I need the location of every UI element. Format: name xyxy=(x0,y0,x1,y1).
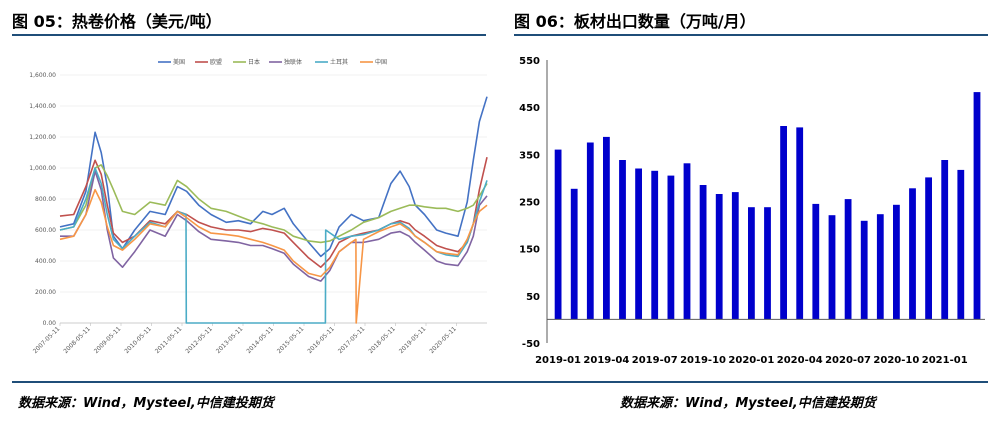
legend-label: 中国 xyxy=(375,58,387,66)
series-line-4472c4 xyxy=(59,96,488,258)
x-tick-label: 2021-01 xyxy=(922,355,968,366)
x-tick-label: 2019-05-11 xyxy=(398,325,428,355)
y-tick-label: 200.00 xyxy=(35,289,56,296)
bar-2020-08 xyxy=(860,220,868,320)
x-tick-label: 2020-10 xyxy=(873,355,919,366)
x-tick-label: 2013-05-11 xyxy=(215,325,245,355)
x-tick-label: 2020-04 xyxy=(777,355,823,366)
y-tick-label: 150 xyxy=(519,245,540,256)
y-tick-label: -50 xyxy=(522,339,540,350)
x-tick-label: 2011-05-11 xyxy=(154,325,184,355)
x-tick-label: 2020-07 xyxy=(825,355,871,366)
bar-2019-08 xyxy=(667,175,675,320)
legend-label: 日本 xyxy=(248,58,260,66)
bar-2021-02 xyxy=(957,169,965,320)
bar-2019-02 xyxy=(570,188,578,320)
bar-2021-03 xyxy=(973,92,981,320)
y-tick-label: 400.00 xyxy=(35,258,56,265)
legend-label: 美国 xyxy=(173,58,185,66)
y-tick-label: 50 xyxy=(526,292,540,303)
y-tick-label: 250 xyxy=(519,198,540,209)
y-tick-label: 350 xyxy=(519,150,540,161)
legend-label: 独联体 xyxy=(284,58,302,66)
legend-label: 欧盟 xyxy=(210,58,222,66)
bar-2019-10 xyxy=(699,185,707,320)
x-tick-label: 2014-05-11 xyxy=(245,325,275,355)
y-tick-label: 1,600.00 xyxy=(29,72,56,79)
bar-2020-09 xyxy=(876,214,884,320)
bar-2020-11 xyxy=(909,188,916,320)
bar-2020-05 xyxy=(812,203,820,320)
hot-coil-price-line-chart: 0.00 200.00 400.00 600.00 800.00 1,000.00 1,20… xyxy=(29,58,488,355)
bar-2020-12 xyxy=(925,177,932,320)
bar-2019-03 xyxy=(586,142,594,320)
series-line-f79646 xyxy=(59,188,488,324)
left-title-rule xyxy=(12,34,486,36)
bar-2020-01 xyxy=(748,207,755,320)
y-tick-label: 1,400.00 xyxy=(29,103,56,110)
series-line-4bacc6 xyxy=(59,167,488,324)
right-chart-title: 图 06：板材出口数量（万吨/月） xyxy=(514,12,756,31)
x-tick-label: 2018-05-11 xyxy=(367,325,397,355)
x-tick-label: 2019-07 xyxy=(632,355,678,366)
footer-rule xyxy=(12,381,988,383)
x-tick-label: 2007-05-11 xyxy=(32,325,62,355)
y-tick-label: 550 xyxy=(519,56,540,67)
y-tick-label: 0.00 xyxy=(43,320,57,327)
right-source-note: 数据来源：Wind，Mysteel,中信建投期货 xyxy=(620,396,876,411)
y-tick-label: 800.00 xyxy=(35,196,56,203)
x-tick-label: 2019-04 xyxy=(583,355,629,366)
left-chart-title: 图 05：热卷价格（美元/吨） xyxy=(12,12,222,31)
bar-2020-02 xyxy=(764,207,771,320)
y-tick-label: 1,200.00 xyxy=(29,134,56,141)
bar-2020-06 xyxy=(828,215,836,320)
plate-export-bar-chart: -50 50 150 250 350 450 550 2019-01 2019-04 2019-0… xyxy=(519,56,985,366)
bar-2020-03 xyxy=(780,126,787,320)
x-tick-label: 2020-05-11 xyxy=(428,325,458,355)
x-tick-label: 2012-05-11 xyxy=(184,325,214,355)
bar-2019-11 xyxy=(715,194,723,320)
series-line-9bbb59 xyxy=(59,164,488,244)
y-tick-label: 450 xyxy=(519,103,540,114)
legend-label: 土耳其 xyxy=(330,58,348,66)
x-tick-label: 2016-05-11 xyxy=(306,325,336,355)
bar-2020-04 xyxy=(796,127,804,320)
x-tick-label: 2015-05-11 xyxy=(276,325,306,355)
bar-2019-07 xyxy=(651,170,659,320)
y-tick-label: 1,000.00 xyxy=(29,165,56,172)
bar-2019-05 xyxy=(619,160,626,320)
y-tick-label: 600.00 xyxy=(35,227,56,234)
bar-2021-01 xyxy=(941,160,949,320)
bar-2019-12 xyxy=(731,192,739,320)
bar-2020-07 xyxy=(844,199,852,320)
x-tick-label: 2019-10 xyxy=(680,355,726,366)
x-tick-label: 2017-05-11 xyxy=(337,325,367,355)
bar-2019-04 xyxy=(603,136,610,320)
x-tick-label: 2008-05-11 xyxy=(62,325,92,355)
left-source-note: 数据来源：Wind，Mysteel,中信建投期货 xyxy=(18,396,274,411)
x-tick-label: 2020-01 xyxy=(728,355,774,366)
x-tick-label: 2009-05-11 xyxy=(93,325,123,355)
bar-2019-06 xyxy=(635,168,642,320)
x-tick-label: 2019-01 xyxy=(535,355,581,366)
bar-2019-01 xyxy=(554,149,562,320)
bar-2020-10 xyxy=(893,204,900,320)
bar-2019-09 xyxy=(683,163,691,320)
right-title-rule xyxy=(514,34,988,36)
series-line-c0504d xyxy=(59,157,488,269)
series-line-8064a2 xyxy=(60,170,488,282)
x-tick-label: 2010-05-11 xyxy=(123,325,153,355)
